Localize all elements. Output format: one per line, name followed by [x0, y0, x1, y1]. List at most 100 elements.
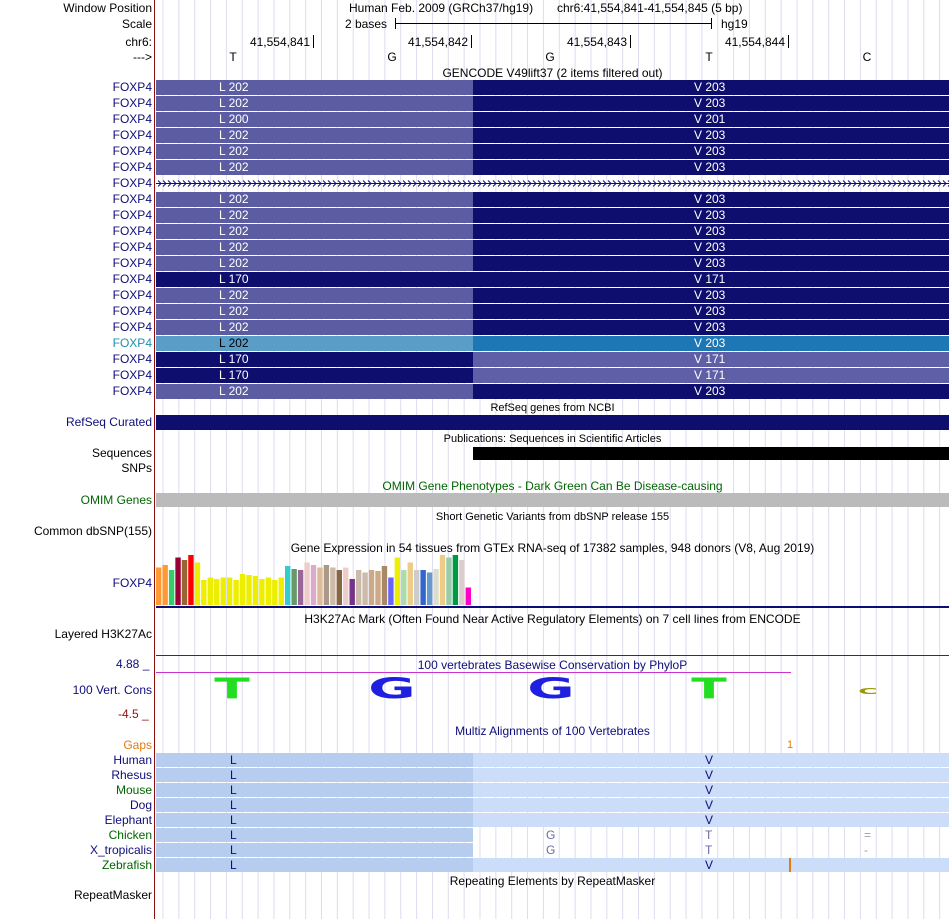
- gencode-transcript-row[interactable]: L 170 V 171: [156, 272, 949, 287]
- gtex-tissue-bar[interactable]: [214, 579, 220, 605]
- exon-right-codon[interactable]: V 203: [473, 224, 949, 239]
- gtex-tissue-bar[interactable]: [433, 569, 439, 605]
- exon-left-codon[interactable]: L 202: [156, 96, 473, 111]
- exon-left-codon[interactable]: L 202: [156, 128, 473, 143]
- gencode-transcript-row[interactable]: L 202 V 203: [156, 96, 949, 111]
- gtex-tissue-bar[interactable]: [388, 577, 394, 606]
- dbsnp-title[interactable]: Short Genetic Variants from dbSNP releas…: [435, 511, 670, 523]
- gencode-gene-label[interactable]: FOXP4: [112, 160, 152, 174]
- cons-title[interactable]: 100 vertebrates Basewise Conservation by…: [417, 658, 688, 672]
- snps-label[interactable]: SNPs: [121, 461, 152, 475]
- gtex-tissue-bar[interactable]: [368, 570, 375, 605]
- publications-bar[interactable]: [473, 447, 949, 460]
- exon-right-codon[interactable]: V 203: [473, 336, 949, 351]
- exon-left-codon[interactable]: L 202: [156, 336, 473, 351]
- gtex-tissue-bar[interactable]: [252, 576, 259, 605]
- exon-right-codon[interactable]: V 203: [473, 240, 949, 255]
- repeatmasker-title[interactable]: Repeating Elements by RepeatMasker: [449, 874, 656, 888]
- refseq-title[interactable]: RefSeq genes from NCBI: [490, 402, 615, 414]
- gtex-tissue-bar[interactable]: [259, 579, 265, 605]
- omim-bar[interactable]: [156, 493, 949, 507]
- exon-left-codon[interactable]: L 202: [156, 224, 473, 239]
- exon-left-codon[interactable]: L 202: [156, 256, 473, 271]
- exon-left-codon[interactable]: L 202: [156, 240, 473, 255]
- gencode-transcript-row[interactable]: L 202 V 203: [156, 208, 949, 223]
- gtex-tissue-bar[interactable]: [310, 565, 317, 605]
- gtex-tissue-bar[interactable]: [349, 579, 355, 605]
- exon-right-codon[interactable]: V 203: [473, 80, 949, 95]
- exon-right-codon[interactable]: V 203: [473, 256, 949, 271]
- multiz-species-label[interactable]: Elephant: [104, 813, 152, 827]
- gtex-tissue-bar[interactable]: [414, 570, 420, 605]
- gtex-tissue-bar[interactable]: [188, 555, 194, 605]
- gtex-tissue-bar[interactable]: [426, 572, 433, 606]
- exon-right-codon[interactable]: V 201: [473, 112, 949, 127]
- exon-left-codon[interactable]: L 202: [156, 304, 473, 319]
- gencode-gene-label[interactable]: FOXP4: [112, 336, 152, 350]
- exon-right-codon[interactable]: V 203: [473, 192, 949, 207]
- gtex-tissue-bar[interactable]: [407, 562, 413, 606]
- gtex-tissue-bar[interactable]: [220, 577, 226, 606]
- gtex-tissue-bar[interactable]: [330, 567, 336, 606]
- gtex-tissue-bar[interactable]: [272, 580, 278, 605]
- gencode-gene-label[interactable]: FOXP4: [112, 240, 152, 254]
- multiz-species-label[interactable]: Mouse: [115, 783, 152, 797]
- exon-left-codon[interactable]: L 202: [156, 320, 473, 335]
- gtex-tissue-bar[interactable]: [355, 570, 362, 605]
- gencode-gene-label[interactable]: FOXP4: [112, 144, 152, 158]
- exon-right-codon[interactable]: V 171: [473, 352, 949, 367]
- gtex-tissue-bar[interactable]: [239, 574, 246, 605]
- gtex-tissue-bar[interactable]: [246, 575, 252, 605]
- gtex-tissue-bar[interactable]: [175, 557, 181, 606]
- exon-left-codon[interactable]: L 170: [156, 352, 473, 367]
- gtex-bar-chart[interactable]: [156, 555, 536, 607]
- gtex-tissue-bar[interactable]: [362, 572, 368, 606]
- repeatmasker-label[interactable]: RepeatMasker: [73, 888, 152, 902]
- gencode-transcript-row[interactable]: L 202 V 203: [156, 288, 949, 303]
- gtex-tissue-bar[interactable]: [297, 570, 304, 605]
- gencode-gene-label[interactable]: FOXP4: [112, 256, 152, 270]
- gencode-gene-label[interactable]: FOXP4: [112, 288, 152, 302]
- gtex-tissue-bar[interactable]: [343, 567, 349, 606]
- gtex-tissue-bar[interactable]: [201, 580, 207, 605]
- gencode-transcript-row[interactable]: L 202 V 203: [156, 160, 949, 175]
- gencode-gene-label[interactable]: FOXP4: [112, 80, 152, 94]
- gtex-tissue-bar[interactable]: [162, 565, 168, 605]
- gencode-transcript-row[interactable]: L 202 V 203: [156, 224, 949, 239]
- multiz-title[interactable]: Multiz Alignments of 100 Vertebrates: [455, 724, 650, 738]
- gencode-title[interactable]: GENCODE V49lift37 (2 items filtered out): [442, 66, 663, 80]
- publications-label[interactable]: Sequences: [91, 446, 152, 460]
- gtex-tissue-bar[interactable]: [420, 570, 426, 605]
- exon-left-codon[interactable]: L 202: [156, 80, 473, 95]
- gtex-title[interactable]: Gene Expression in 54 tissues from GTEx …: [290, 541, 815, 555]
- gtex-tissue-bar[interactable]: [465, 587, 471, 606]
- gtex-tissue-bar[interactable]: [394, 557, 401, 606]
- gencode-transcript-row[interactable]: L 202 V 203: [156, 256, 949, 271]
- cons-label[interactable]: 100 Vert. Cons: [72, 683, 152, 697]
- gtex-tissue-bar[interactable]: [452, 555, 459, 605]
- exon-left-codon[interactable]: L 200: [156, 112, 473, 127]
- gtex-tissue-bar[interactable]: [291, 569, 297, 605]
- exon-right-codon[interactable]: V 203: [473, 384, 949, 399]
- omim-title[interactable]: OMIM Gene Phenotypes - Dark Green Can Be…: [382, 479, 723, 493]
- exon-left-codon[interactable]: L 202: [156, 288, 473, 303]
- exon-right-codon[interactable]: V 171: [473, 272, 949, 287]
- gencode-transcript-row[interactable]: L 202 V 203: [156, 128, 949, 143]
- gencode-gene-label[interactable]: FOXP4: [112, 320, 152, 334]
- exon-right-codon[interactable]: V 171: [473, 368, 949, 383]
- gencode-gene-label[interactable]: FOXP4: [112, 96, 152, 110]
- gencode-transcript-row[interactable]: L 202 V 203: [156, 384, 949, 399]
- multiz-species-label[interactable]: Rhesus: [111, 768, 152, 782]
- exon-left-codon[interactable]: L 202: [156, 160, 473, 175]
- multiz-species-label[interactable]: X_tropicalis: [89, 843, 152, 857]
- gencode-gene-label[interactable]: FOXP4: [112, 384, 152, 398]
- exon-right-codon[interactable]: V 203: [473, 304, 949, 319]
- multiz-species-row[interactable]: L G T =: [156, 828, 949, 842]
- gencode-transcript-row[interactable]: L 202 V 203: [156, 192, 949, 207]
- gtex-tissue-bar[interactable]: [375, 571, 381, 605]
